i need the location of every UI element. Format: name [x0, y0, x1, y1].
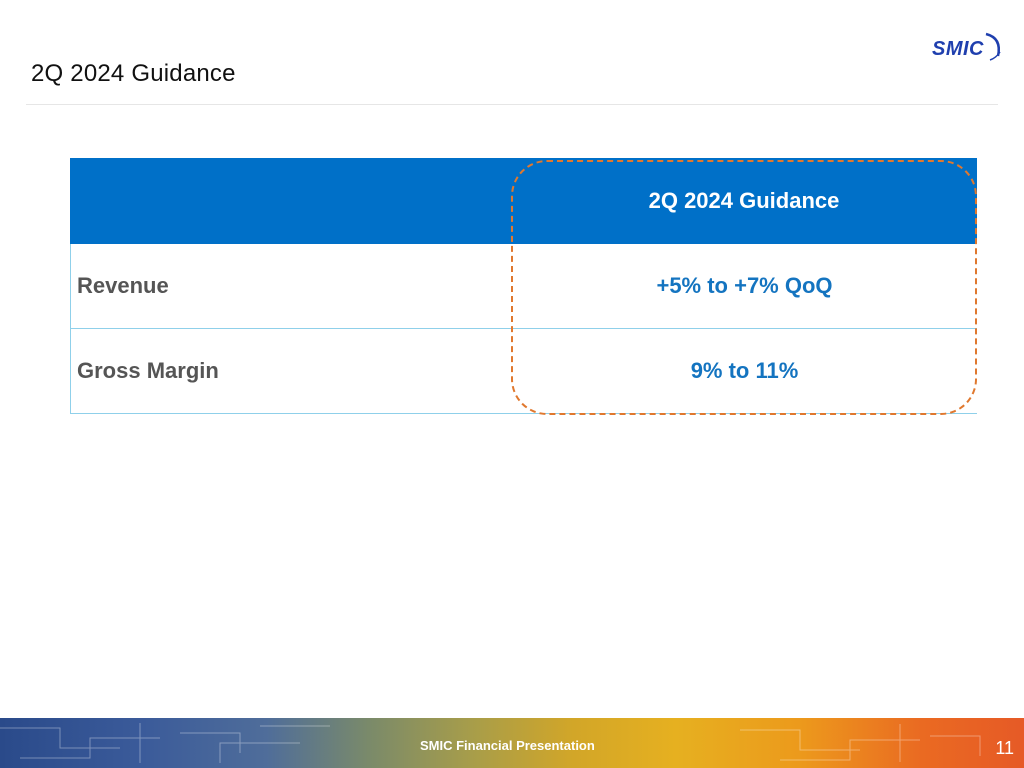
header-value-cell: 2Q 2024 Guidance [511, 158, 977, 244]
gross-margin-label: Gross Margin [77, 358, 219, 383]
footer-band: SMIC Financial Presentation 11 [0, 718, 1024, 768]
header-guidance-title: 2Q 2024 Guidance [648, 188, 840, 213]
row-label-cell: Revenue [71, 244, 512, 328]
revenue-label: Revenue [77, 273, 169, 298]
guidance-table: 2Q 2024 Guidance Revenue +5% to +7% QoQ … [70, 158, 977, 414]
circuit-pattern-icon [0, 723, 981, 763]
page-number: 11 [995, 738, 1014, 758]
row-value-cell: 9% to 11% [512, 329, 977, 413]
table-row-gross-margin: Gross Margin 9% to 11% [70, 329, 977, 414]
footer-presentation-title: SMIC Financial Presentation [420, 738, 595, 753]
gross-margin-guidance-value: 9% to 11% [690, 358, 799, 383]
header-label-cell [70, 158, 511, 244]
logo-swoosh-icon [985, 32, 1001, 61]
row-value-cell: +5% to +7% QoQ [512, 244, 977, 328]
table-row-revenue: Revenue +5% to +7% QoQ [70, 244, 977, 329]
logo-text: SMIC [932, 38, 984, 60]
row-label-cell: Gross Margin [71, 329, 512, 413]
table-header: 2Q 2024 Guidance [70, 158, 977, 244]
revenue-guidance-value: +5% to +7% QoQ [656, 273, 833, 298]
slide-title: 2Q 2024 Guidance [31, 60, 236, 87]
smic-logo: SMIC [926, 30, 1006, 70]
title-divider [26, 104, 998, 105]
